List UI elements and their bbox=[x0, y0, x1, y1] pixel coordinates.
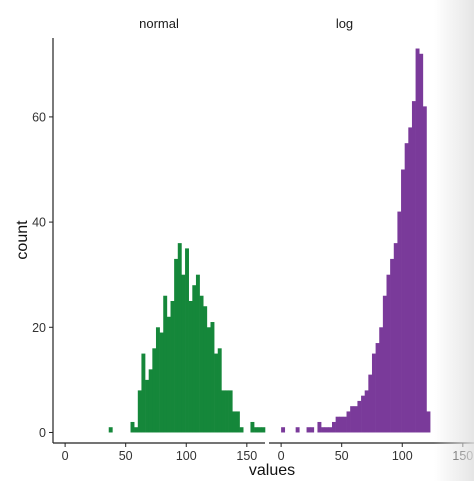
histogram-bar bbox=[353, 406, 358, 433]
histogram-bar bbox=[390, 258, 395, 433]
histogram-bar bbox=[188, 300, 193, 433]
histogram-bar bbox=[170, 300, 175, 433]
histogram-bar bbox=[317, 421, 322, 433]
histogram-bar bbox=[364, 390, 369, 433]
histogram-bar bbox=[411, 101, 416, 433]
histogram-bar bbox=[195, 274, 200, 433]
histogram-bar bbox=[393, 243, 398, 433]
histogram-bar bbox=[401, 169, 405, 433]
histogram-bar bbox=[321, 427, 326, 433]
histogram-bar bbox=[159, 332, 164, 433]
histogram-bar bbox=[404, 143, 409, 433]
histogram-bar bbox=[408, 127, 413, 433]
histogram-bar bbox=[145, 379, 149, 433]
x-tick-label: 50 bbox=[335, 449, 349, 463]
histogram-bar bbox=[361, 395, 365, 433]
histogram-bar bbox=[250, 421, 255, 433]
histogram-bar bbox=[281, 427, 286, 433]
histogram-bar bbox=[221, 390, 226, 433]
x-tick-label: 100 bbox=[176, 449, 197, 463]
histogram-bar bbox=[155, 327, 160, 433]
histogram-bar bbox=[192, 285, 197, 433]
histogram-bar bbox=[134, 427, 139, 433]
panel-label-normal: normal bbox=[139, 16, 179, 31]
histogram-bar bbox=[210, 322, 215, 433]
histogram-bar bbox=[306, 427, 311, 433]
histogram-bar bbox=[328, 427, 333, 433]
histogram-bar bbox=[163, 295, 168, 433]
histogram-bar bbox=[152, 348, 157, 433]
histogram-bar bbox=[166, 316, 171, 433]
histogram-bar bbox=[379, 327, 384, 433]
histogram-bar bbox=[339, 416, 344, 433]
histogram-bar bbox=[261, 427, 266, 433]
histogram-bar bbox=[130, 421, 135, 433]
histogram-bar bbox=[368, 374, 373, 433]
histogram-bar bbox=[141, 353, 146, 433]
panel-log: log 0 50 100 150 bbox=[269, 16, 474, 463]
histogram-bar bbox=[342, 416, 347, 433]
histogram-bar bbox=[310, 427, 315, 433]
histogram-bar bbox=[206, 327, 211, 433]
y-tick-label: 60 bbox=[32, 110, 46, 124]
histogram-bar bbox=[174, 258, 179, 433]
histogram-bar bbox=[199, 295, 204, 433]
histogram-bar bbox=[375, 343, 380, 433]
histogram-bar bbox=[232, 411, 237, 433]
histogram-bar bbox=[239, 427, 244, 433]
y-tick-label: 0 bbox=[39, 426, 46, 440]
histogram-bar bbox=[415, 48, 420, 433]
histogram-bar bbox=[331, 421, 336, 433]
histogram-bar bbox=[419, 53, 424, 433]
histogram-bar bbox=[386, 274, 391, 433]
histogram-bar bbox=[228, 390, 233, 433]
histogram-bar bbox=[225, 390, 229, 433]
histogram-bar bbox=[137, 390, 142, 433]
histogram-bar bbox=[185, 248, 189, 433]
histogram-bar bbox=[371, 353, 376, 433]
histogram-bar bbox=[108, 427, 113, 433]
histogram-bar bbox=[357, 400, 362, 433]
histogram-bar bbox=[426, 411, 431, 433]
x-axis-title: values bbox=[249, 462, 295, 479]
histogram-bar bbox=[203, 306, 208, 433]
histogram-bar bbox=[422, 106, 427, 433]
histogram-bar bbox=[257, 427, 262, 433]
histogram-bar bbox=[382, 295, 387, 433]
y-tick-label: 40 bbox=[32, 216, 46, 230]
histogram-bar bbox=[254, 427, 259, 433]
histogram-bar bbox=[214, 353, 219, 433]
histogram-bar bbox=[335, 416, 340, 433]
x-tick-label: 150 bbox=[236, 449, 257, 463]
x-tick-label: 100 bbox=[392, 449, 413, 463]
histogram-bar bbox=[181, 274, 186, 433]
y-axis-title: count bbox=[14, 220, 31, 260]
histogram-bar bbox=[346, 411, 351, 433]
histogram-bar bbox=[217, 348, 222, 433]
histogram-bar bbox=[324, 427, 329, 433]
histogram-bar bbox=[148, 369, 153, 433]
x-tick-label: 0 bbox=[278, 449, 285, 463]
panel-label-log: log bbox=[336, 16, 353, 31]
histogram-bar bbox=[397, 211, 402, 433]
histogram-bar bbox=[235, 411, 240, 433]
x-tick-label: 150 bbox=[452, 449, 473, 463]
histogram-bar bbox=[177, 243, 182, 433]
histogram-bar bbox=[350, 406, 355, 433]
x-tick-label: 50 bbox=[119, 449, 133, 463]
histogram-bar bbox=[295, 427, 300, 433]
panel-normal: normal 0 50 100 150 0 20 40 60 bbox=[32, 16, 266, 463]
x-tick-label: 0 bbox=[62, 449, 69, 463]
y-tick-label: 20 bbox=[32, 321, 46, 335]
